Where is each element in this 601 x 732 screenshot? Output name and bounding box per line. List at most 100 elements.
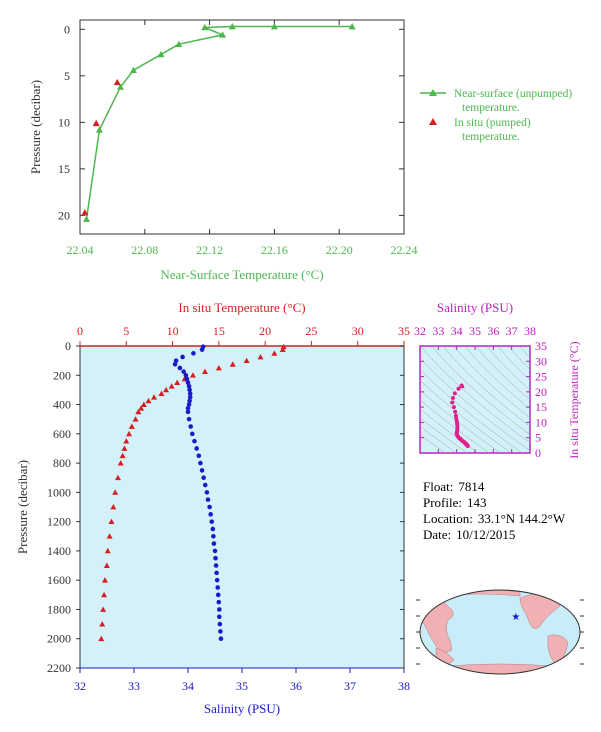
temperature-tick-label: 5	[123, 324, 129, 338]
temperature-point	[114, 474, 121, 481]
salinity-point	[194, 446, 199, 451]
ts-point	[452, 391, 457, 396]
ts-y-tick-label: 15	[535, 400, 547, 414]
x-tick-label: 22.24	[391, 243, 418, 257]
y-tick-label: 5	[64, 69, 70, 83]
temperature-tick-label: 35	[398, 324, 410, 338]
x-tick-label: 22.12	[196, 243, 223, 257]
temperature-point	[138, 405, 145, 411]
salinity-point	[215, 592, 221, 598]
float-info: Float: 7814 Profile: 143 Location: 33.1°N 1…	[423, 479, 566, 542]
salinity-point	[218, 636, 224, 642]
pressure-tick-label: 2200	[47, 661, 71, 675]
salinity-tick-label: 33	[128, 679, 140, 693]
salinity-point	[204, 490, 210, 495]
salinity-point	[185, 405, 191, 411]
salinity-point	[208, 512, 213, 517]
temperature-point	[112, 489, 119, 495]
info-location: Location: 33.1°N 144.2°W	[423, 511, 566, 526]
ts-contour-line	[420, 426, 457, 453]
temperature-point	[104, 547, 111, 554]
temperature-point	[126, 430, 133, 437]
x-tick-label: 22.16	[261, 243, 288, 257]
salinity-point	[210, 526, 216, 532]
salinity-point	[172, 361, 178, 367]
ts-contour-line	[420, 399, 490, 453]
salinity-point	[199, 347, 205, 352]
ts-contour-line	[519, 346, 530, 359]
unpumped-temperature-point	[129, 66, 137, 74]
near-surface-series	[81, 23, 356, 222]
salinity-point	[185, 380, 191, 385]
salinity-point	[215, 585, 220, 590]
temperature-point	[140, 401, 147, 407]
unpumped-temperature-point	[117, 83, 124, 90]
salinity-point	[187, 398, 192, 404]
salinity-point	[181, 369, 186, 374]
temperature-point	[229, 361, 236, 367]
pressure-axis-ticks: 0 200 400 600 800 1000 1200 1400 1600 1800 2000 220…	[47, 339, 404, 675]
temperature-point	[119, 452, 126, 459]
temperature-point	[189, 372, 196, 378]
temperature-tick-label: 20	[259, 324, 271, 338]
pressure-tick-label: 1600	[47, 573, 71, 587]
salinity-point	[218, 629, 223, 634]
temperature-point	[145, 397, 152, 404]
salinity-point	[202, 482, 208, 488]
locator-map: ★	[416, 589, 584, 675]
temperature-point	[151, 394, 158, 400]
temperature-point	[98, 635, 105, 642]
salinity-point	[212, 548, 218, 554]
salinity-point	[187, 391, 193, 396]
temperature-point	[271, 350, 278, 356]
salinity-point	[186, 416, 192, 422]
pressure-tick-label: 2000	[47, 632, 71, 646]
near-surface-y-ticks: 0 5 10 15 20	[58, 22, 404, 222]
temperature-point	[101, 591, 108, 598]
near-surface-legend: Near-surface (unpumped) temperature. In s…	[420, 88, 572, 143]
pressure-tick-label: 200	[53, 368, 71, 382]
pumped-temperature-point	[81, 209, 89, 216]
ts-contour-line	[420, 389, 501, 453]
ts-y-label: In situ Temperature (°C)	[567, 341, 581, 458]
salinity-point	[217, 607, 222, 612]
ts-point	[450, 400, 455, 405]
temperature-point	[100, 606, 107, 612]
salinity-point	[209, 519, 215, 524]
y-tick-label: 10	[58, 115, 70, 129]
ts-x-tick-label: 32	[414, 324, 426, 338]
temperature-tick-label: 25	[305, 324, 317, 338]
temperature-point	[243, 357, 250, 364]
ts-contour-line	[420, 369, 523, 453]
salinity-point	[190, 431, 195, 437]
ts-x-tick-label: 33	[432, 324, 444, 338]
unpumped-temperature-point	[157, 50, 165, 58]
float-location-marker: ★	[511, 612, 520, 623]
map-graticule	[416, 599, 584, 665]
salinity-axis-label: Salinity (PSU)	[204, 701, 280, 716]
salinity-point	[216, 599, 222, 605]
salinity-point	[177, 365, 183, 371]
legend-marker-unpumped	[429, 89, 437, 96]
unpumped-temperature-point	[82, 215, 90, 222]
ts-contour-line	[420, 417, 468, 453]
temperature-tick-label: 15	[213, 324, 225, 338]
ts-surface-point	[458, 382, 465, 389]
salinity-point	[196, 453, 202, 459]
pressure-tick-label: 400	[53, 398, 71, 412]
ts-series	[450, 382, 470, 448]
legend-label-pumped: In situ (pumped) temperature.	[454, 117, 531, 143]
temperature-point	[163, 386, 170, 393]
unpumped-temperature-point	[348, 23, 356, 30]
near-surface-x-ticks: 22.04 22.08 22.12 22.16 22.20 22.24	[67, 20, 418, 257]
ts-y-tick-label: 30	[535, 354, 547, 368]
profile-plot-area	[79, 345, 405, 669]
temperature-point	[117, 460, 124, 466]
legend-marker-pumped	[429, 118, 437, 125]
salinity-tick-label: 37	[344, 679, 356, 693]
salinity-point	[214, 577, 220, 583]
info-profile: Profile: 143	[423, 495, 487, 510]
near-surface-plot-area	[79, 19, 405, 235]
